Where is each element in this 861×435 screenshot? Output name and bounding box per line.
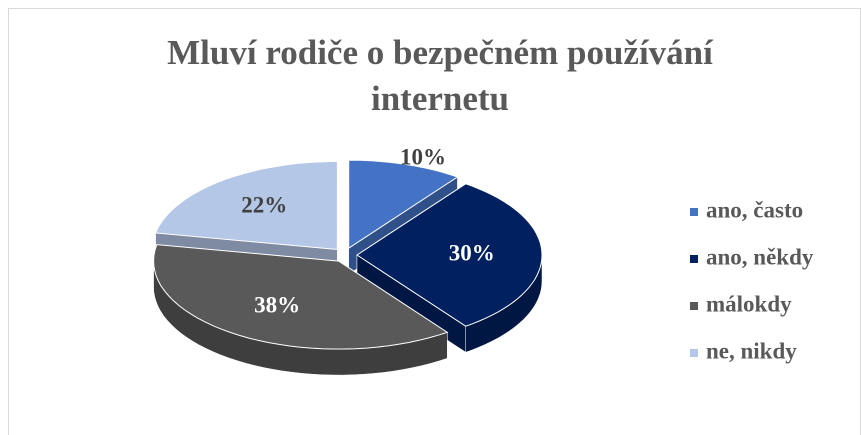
data-label: 38%	[254, 292, 300, 317]
chart-title: Mluví rodiče o bezpečném používání inter…	[167, 33, 713, 118]
legend-label: ano, někdy	[706, 244, 814, 269]
slice	[154, 161, 338, 250]
data-label: 10%	[400, 145, 446, 170]
legend-marker	[690, 349, 698, 357]
legend-marker	[690, 208, 698, 216]
data-label: 22%	[241, 193, 287, 218]
legend-label: ne, nikdy	[706, 338, 797, 363]
slice	[348, 159, 459, 250]
legend-label: ano, často	[706, 197, 803, 222]
slice	[356, 183, 543, 327]
legend-label: málokdy	[706, 291, 792, 316]
legend-marker	[690, 255, 698, 263]
legend-marker	[690, 302, 698, 310]
data-label: 30%	[449, 240, 495, 265]
slice	[153, 244, 449, 350]
